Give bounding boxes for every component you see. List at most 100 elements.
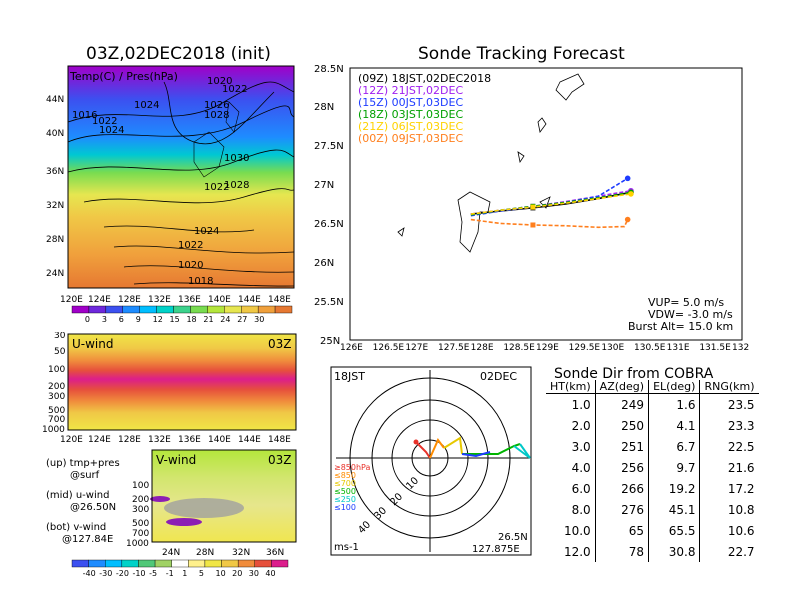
svg-text:120E: 120E: [60, 295, 83, 305]
colorbar-tick: 30: [249, 569, 259, 578]
table-cell: 22.5: [699, 436, 759, 457]
polar-lat: 26.5N: [498, 532, 528, 543]
v-wind-x-ticks: 24N 28N 32N 36N: [162, 548, 284, 558]
note-mid-sub: @26.50N: [70, 502, 117, 513]
table-cell: 1.0: [571, 397, 591, 412]
colorbar-tick: 27: [237, 315, 247, 324]
wind-colorbar: -40 -30 -20 -10 -5 -1 1 5 10 20 30 40: [71, 559, 289, 578]
colorbar-swatch: [71, 305, 90, 314]
polar-time: 18JST: [334, 370, 365, 383]
colorbar-tick: 5: [199, 569, 204, 578]
polar-unit: ms-1: [334, 542, 359, 553]
tracking-plot: 28.5N 28N 27.5N 27N 26.5N 26N 25.5N 25N …: [314, 64, 750, 352]
table-cell: 6.0: [571, 481, 591, 496]
hodograph: [415, 436, 531, 459]
svg-text:32N: 32N: [46, 201, 64, 211]
table-cell: 256: [594, 457, 649, 478]
table-cell: 19.2: [648, 478, 700, 499]
svg-text:128E: 128E: [118, 295, 141, 305]
legend-entry: (21Z) 06JST,03DEC: [358, 120, 463, 133]
map-plot-area: [68, 66, 294, 288]
svg-text:24N: 24N: [46, 269, 64, 279]
colorbar-tick: 40: [265, 569, 275, 578]
isobar-label: 1028: [204, 110, 229, 121]
svg-text:≤850: ≤850: [334, 471, 356, 480]
svg-text:148E: 148E: [268, 295, 291, 305]
colorbar-tick: 15: [170, 315, 180, 324]
track-end-point: [628, 191, 634, 197]
x-tick-label: 128E: [471, 343, 494, 352]
colorbar-swatch: [254, 559, 272, 568]
table-cell: 4.0: [571, 460, 591, 475]
colorbar-swatch: [221, 559, 239, 568]
x-tick-label: 126E: [340, 343, 363, 352]
svg-text:≤700: ≤700: [334, 479, 356, 488]
note-up-sub: @surf: [70, 470, 100, 481]
table-cell: 9.7: [648, 457, 700, 478]
colorbar-swatch: [154, 559, 172, 568]
surface-point: [413, 439, 419, 445]
colorbar-swatch: [173, 305, 191, 314]
svg-text:132E: 132E: [148, 295, 171, 305]
table-cell: 23.5: [699, 393, 759, 415]
isobar-label: 1022: [204, 182, 229, 193]
legend-entry: (00Z) 09JST,03DEC: [358, 132, 463, 145]
colorbar-swatch: [71, 559, 89, 568]
polar-date: 02DEC: [480, 370, 517, 383]
colorbar-swatch: [122, 305, 140, 314]
polar-legend: ≥850hPa ≤850 ≤700 ≤500 ≤250 ≤100: [334, 463, 371, 512]
track-line: [470, 218, 629, 229]
svg-text:500: 500: [48, 406, 65, 416]
table-cell: 23.3: [699, 415, 759, 436]
colorbar-swatch: [171, 559, 189, 568]
x-tick-label: 131.5E: [699, 343, 731, 352]
isobar-label: 1022: [222, 84, 247, 95]
range-rings: [336, 370, 530, 552]
table-cell: 249: [594, 393, 649, 415]
svg-text:32N: 32N: [232, 548, 250, 558]
table-cell: 10.6: [699, 520, 759, 541]
table-cell: 3.0: [571, 439, 591, 454]
track-mid-point: [530, 204, 536, 210]
note-bot-sub: @127.84E: [62, 534, 114, 545]
table-cell: 10.0: [563, 523, 591, 538]
v-wind-strong-negative: [166, 518, 202, 526]
colorbar-swatch: [138, 559, 156, 568]
svg-text:44N: 44N: [46, 95, 64, 105]
table-cell: 30.8: [648, 541, 700, 562]
u-wind-time: 03Z: [268, 337, 292, 351]
table-cell: 10.8: [699, 499, 759, 520]
colorbar-swatch: [88, 559, 106, 568]
svg-text:≤250: ≤250: [334, 495, 356, 504]
isobar-label: 1022: [92, 116, 117, 127]
isobar-label: 1020: [178, 260, 203, 271]
x-tick-label: 130E: [601, 343, 624, 352]
table-cell: 4.1: [648, 415, 700, 436]
table-row: 6.0 266 19.2 17.2: [546, 478, 759, 499]
colorbar-tick: 0: [85, 315, 90, 324]
colorbar-swatch: [204, 559, 222, 568]
v-wind-negative-region: [164, 498, 244, 518]
colorbar-tick: -40: [83, 569, 96, 578]
u-wind-plot-area: [68, 334, 296, 430]
colorbar-swatch: [121, 559, 139, 568]
colorbar-tick: -5: [149, 569, 157, 578]
svg-text:200: 200: [132, 495, 149, 505]
cobra-table-wrap: HT(km) AZ(deg) EL(deg) RNG(km) 1.0 249 1.6…: [546, 380, 759, 562]
polar-plot-area: [330, 366, 532, 556]
v-wind-time: 03Z: [268, 453, 292, 467]
u-wind-x-ticks: 120E 124E 128E 132E 136E 140E 144E 148E: [60, 435, 291, 444]
legend-entry: (18Z) 03JST,03DEC: [358, 108, 463, 121]
table-cell: 266: [594, 478, 649, 499]
x-tick-label: 126.5E: [373, 343, 405, 352]
svg-text:120E: 120E: [60, 435, 83, 444]
temp-pressure-map: Temp(C) / Pres(hPa) 1020 1022 1024 1016 …: [46, 65, 295, 305]
svg-text:300: 300: [48, 392, 65, 402]
colorbar-swatch: [207, 305, 225, 314]
temp-colorbar: 0 3 6 9 12 15 18 21 24 27 30: [71, 305, 293, 324]
svg-text:50: 50: [54, 347, 66, 357]
isobar-label: 1018: [188, 276, 213, 287]
v-wind-y-ticks: 100 200 300 500 700 1000: [126, 481, 149, 549]
track-mid-point: [530, 222, 536, 228]
colorbar-tick: 6: [119, 315, 124, 324]
